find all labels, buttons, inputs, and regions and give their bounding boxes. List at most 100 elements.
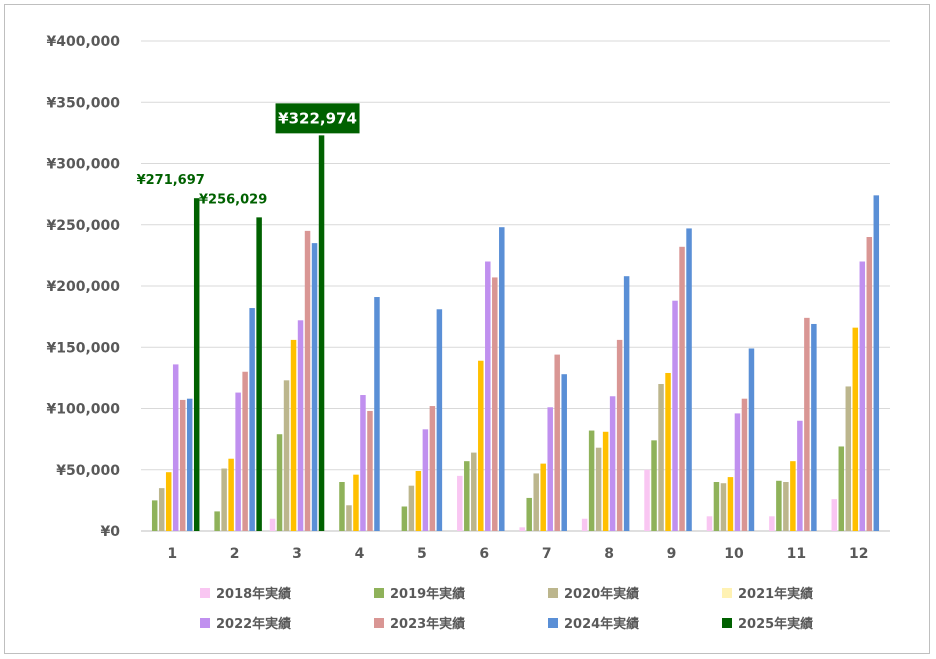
bar xyxy=(422,429,429,531)
bar xyxy=(290,339,297,531)
bar xyxy=(367,410,373,531)
y-tick-label: ¥0 xyxy=(101,524,121,540)
legend-swatch xyxy=(200,618,210,628)
bar xyxy=(547,407,553,531)
bar xyxy=(561,374,567,531)
x-tick-label: 1 xyxy=(167,546,177,562)
bar xyxy=(339,482,345,531)
y-tick-label: ¥100,000 xyxy=(46,402,120,418)
data-label: ¥271,697 xyxy=(137,173,205,188)
bar xyxy=(165,472,172,531)
bar xyxy=(672,300,678,531)
bar xyxy=(581,518,588,531)
bar xyxy=(609,396,616,531)
bar xyxy=(595,447,602,531)
bar xyxy=(249,308,255,531)
data-label: ¥322,974 xyxy=(278,109,357,127)
bar xyxy=(276,434,283,531)
bar xyxy=(852,327,859,531)
bar xyxy=(186,398,193,531)
bar xyxy=(235,392,241,531)
bar xyxy=(706,516,713,531)
bar xyxy=(242,371,248,531)
bar xyxy=(304,230,311,531)
legend-swatch xyxy=(722,618,732,628)
bar xyxy=(158,488,165,531)
bar xyxy=(221,468,227,531)
bar xyxy=(457,475,463,531)
bar xyxy=(214,511,220,531)
x-tick-label: 8 xyxy=(604,546,614,562)
bar xyxy=(492,277,498,531)
bar xyxy=(256,217,262,531)
y-tick-label: ¥200,000 xyxy=(46,279,120,295)
x-tick-label: 4 xyxy=(355,546,365,562)
bar xyxy=(665,372,671,531)
bar xyxy=(297,320,304,531)
y-tick-label: ¥250,000 xyxy=(46,218,120,234)
bar xyxy=(859,261,866,531)
y-axis-tick-labels: ¥0 ¥50,000 ¥100,000 ¥150,000 ¥200,000 ¥250,00… xyxy=(46,34,120,540)
bar xyxy=(651,440,657,531)
legend-entry: 2024年実績 xyxy=(564,616,639,632)
bar xyxy=(172,364,179,531)
bar xyxy=(533,473,539,531)
bar xyxy=(485,261,491,531)
bar xyxy=(588,430,595,531)
legend-swatch xyxy=(722,588,732,598)
bar xyxy=(269,518,276,531)
legend-swatch xyxy=(374,588,384,598)
bar xyxy=(228,458,234,531)
bar xyxy=(401,506,408,531)
y-tick-label: ¥400,000 xyxy=(46,34,120,50)
bar xyxy=(720,483,727,531)
x-tick-label: 3 xyxy=(292,546,302,562)
legend-swatch xyxy=(200,588,210,598)
x-tick-label: 9 xyxy=(667,546,677,562)
bar xyxy=(193,198,200,531)
legend-entry: 2022年実績 xyxy=(216,616,291,632)
legend: 2018年実績 2019年実績 2020年実績 2021年実績 2022年実績 2023年… xyxy=(200,586,813,632)
bar xyxy=(353,474,359,531)
bar xyxy=(845,386,852,531)
bar xyxy=(686,228,692,532)
x-tick-label: 7 xyxy=(542,546,552,562)
bar xyxy=(616,339,623,531)
bar xyxy=(644,469,650,531)
bar xyxy=(783,482,789,531)
x-tick-label: 5 xyxy=(417,546,427,562)
bars xyxy=(151,135,880,532)
bar xyxy=(540,463,546,531)
x-tick-label: 10 xyxy=(724,546,744,562)
bar xyxy=(471,452,477,531)
bar xyxy=(713,482,720,531)
bar xyxy=(804,317,810,531)
y-tick-label: ¥150,000 xyxy=(46,340,120,356)
bar xyxy=(734,413,741,531)
legend-swatch xyxy=(374,618,384,628)
bar xyxy=(408,485,415,531)
bar xyxy=(769,516,775,531)
data-labels: ¥271,697 ¥256,029 ¥322,974 xyxy=(137,103,360,207)
bar xyxy=(727,477,734,531)
bar xyxy=(776,480,782,531)
bar xyxy=(748,348,755,531)
legend-entry: 2023年実績 xyxy=(390,616,465,632)
bar xyxy=(741,398,748,531)
bar xyxy=(429,406,436,531)
bar xyxy=(797,420,803,531)
bar xyxy=(623,276,630,531)
bar xyxy=(866,237,873,531)
x-tick-label: 12 xyxy=(849,546,868,562)
bar xyxy=(318,135,325,531)
bar xyxy=(499,227,505,531)
bar xyxy=(519,527,525,531)
x-tick-label: 6 xyxy=(479,546,489,562)
data-label: ¥256,029 xyxy=(199,192,267,207)
bar xyxy=(873,195,880,531)
y-tick-label: ¥350,000 xyxy=(46,95,120,111)
bar xyxy=(831,499,838,531)
gridlines xyxy=(141,40,890,532)
legend-swatch xyxy=(548,618,558,628)
